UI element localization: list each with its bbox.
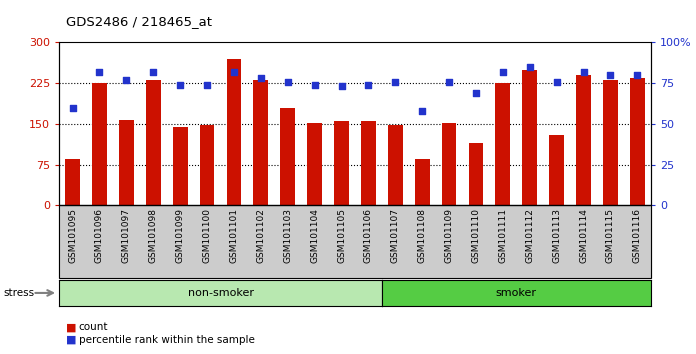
Point [578, 69, 589, 75]
Bar [549, 135, 564, 205]
Point [228, 69, 239, 75]
Text: non-smoker: non-smoker [187, 288, 253, 298]
Text: GDS2486 / 218465_at: GDS2486 / 218465_at [66, 15, 212, 28]
Point [605, 72, 616, 78]
Bar [65, 159, 80, 205]
Point [121, 77, 132, 83]
Bar [388, 125, 403, 205]
Point [67, 105, 78, 110]
Point [255, 75, 267, 81]
Point [632, 72, 643, 78]
Point [443, 79, 454, 84]
Text: ■: ■ [66, 335, 77, 345]
Bar [200, 125, 214, 205]
Bar [415, 159, 429, 205]
Point [470, 90, 482, 96]
Bar [119, 120, 134, 205]
Bar [442, 123, 457, 205]
Bar [253, 80, 268, 205]
Text: count: count [79, 322, 108, 332]
Bar [173, 127, 187, 205]
Bar [92, 83, 107, 205]
Bar [523, 70, 537, 205]
Bar [307, 123, 322, 205]
Point [202, 82, 213, 88]
Point [336, 84, 347, 89]
Point [363, 82, 374, 88]
Point [524, 64, 535, 70]
Text: stress: stress [3, 288, 35, 298]
Bar [334, 121, 349, 205]
Point [148, 69, 159, 75]
Bar [146, 80, 161, 205]
Text: ■: ■ [66, 322, 77, 332]
Text: smoker: smoker [496, 288, 537, 298]
Bar [280, 108, 295, 205]
Bar [603, 80, 618, 205]
Point [417, 108, 428, 114]
Point [175, 82, 186, 88]
Bar [496, 83, 510, 205]
Point [498, 69, 509, 75]
Point [94, 69, 105, 75]
Bar [468, 143, 483, 205]
Point [309, 82, 320, 88]
Text: percentile rank within the sample: percentile rank within the sample [79, 335, 255, 345]
Bar [576, 75, 591, 205]
Point [282, 79, 293, 84]
Bar [361, 121, 376, 205]
Point [551, 79, 562, 84]
Bar [630, 78, 644, 205]
Point [390, 79, 401, 84]
Bar [227, 59, 242, 205]
